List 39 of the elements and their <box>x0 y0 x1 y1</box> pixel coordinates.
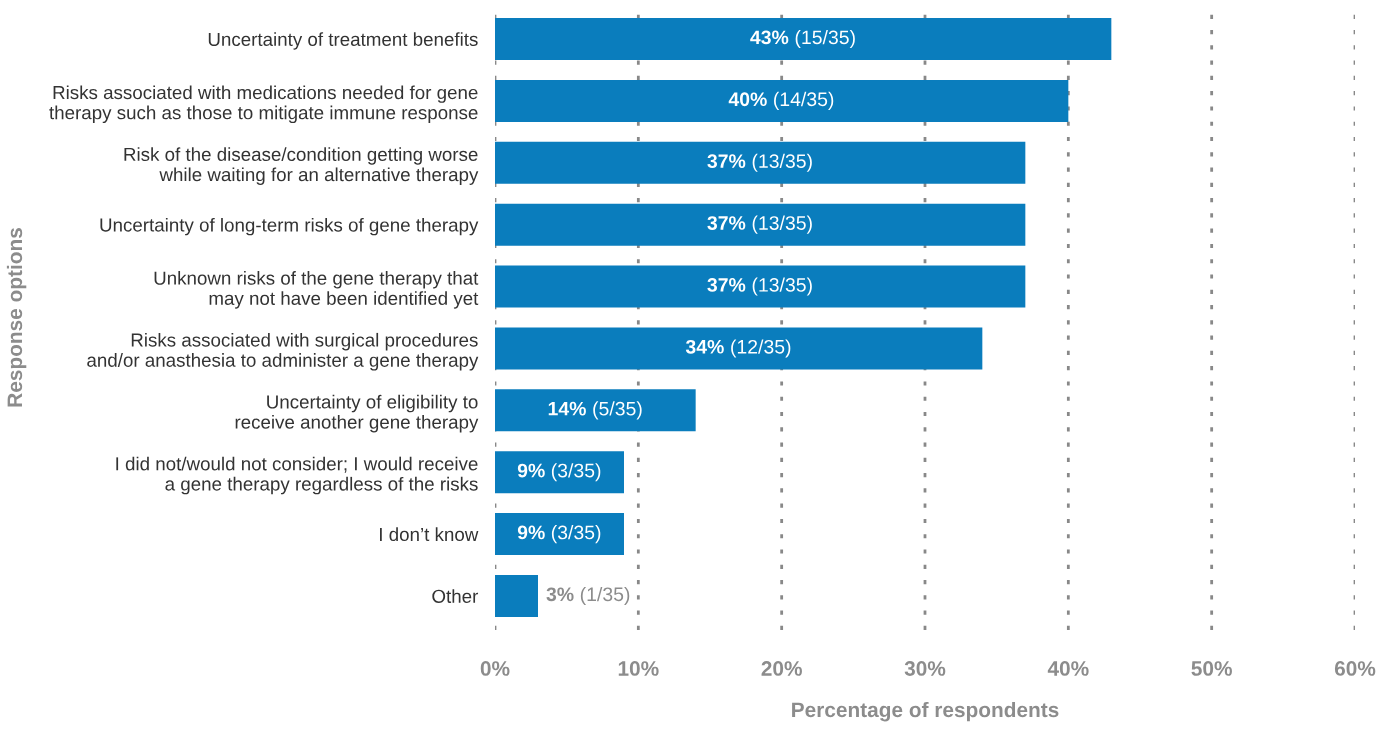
y-tick-label: Other <box>432 589 479 603</box>
data-label: 14% (5/35) <box>548 401 642 420</box>
y-axis-title: Response options <box>6 228 27 407</box>
x-tick-label: 50% <box>1191 661 1232 676</box>
bar <box>495 389 696 432</box>
data-label: 34% (12/35) <box>685 339 791 358</box>
bar <box>495 574 538 617</box>
y-tick-label: I did not/would not consider; I would receive a gene therapy regardless of the risks <box>116 456 478 495</box>
y-tick-label: Risks associated with medications needed for gene therapy such as those to mitigate immune response <box>49 85 478 124</box>
y-tick-label: Uncertainty of eligibility to receive another gene therapy <box>235 394 479 433</box>
data-label: 9% (3/35) <box>517 525 601 544</box>
x-tick-label: 30% <box>904 661 946 676</box>
y-tick-label: Uncertainty of long-term risks of gene therapy <box>100 217 479 236</box>
x-tick-label: 40% <box>1047 661 1089 676</box>
bar <box>495 141 1026 184</box>
y-tick-label: Uncertainty of treatment benefits <box>208 32 478 50</box>
data-label: 9% (3/35) <box>517 463 601 482</box>
bar <box>495 327 983 370</box>
x-tick-label: 20% <box>761 661 802 676</box>
data-label: 40% (14/35) <box>728 91 834 110</box>
y-tick-label: Risks associated with surgical procedures and/or anasthesia to administer a gene therapy <box>87 332 479 371</box>
x-tick-label: 0% <box>480 661 510 676</box>
bar <box>495 18 1112 61</box>
x-tick-label: 10% <box>618 661 659 676</box>
x-axis-title: Percentage of respondents <box>792 701 1059 722</box>
data-label: 3% (1/35) <box>546 586 630 606</box>
data-label: 37% (13/35) <box>707 277 812 296</box>
bar <box>495 203 1026 246</box>
y-tick-label: Unknown risks of the gene therapy that may not have been identified yet <box>154 271 479 309</box>
bar <box>495 265 1026 308</box>
data-label: 37% (13/35) <box>707 153 812 172</box>
bar <box>495 451 624 494</box>
data-label: 43% (15/35) <box>750 29 855 49</box>
y-tick-label: Risk of the disease/condition getting worse while waiting for an alternative therapy <box>124 147 479 185</box>
x-tick-label: 60% <box>1334 661 1376 676</box>
data-label: 37% (13/35) <box>707 215 812 234</box>
bar <box>495 79 1069 122</box>
bar <box>495 513 624 556</box>
y-tick-label: I don’t know <box>380 527 479 542</box>
